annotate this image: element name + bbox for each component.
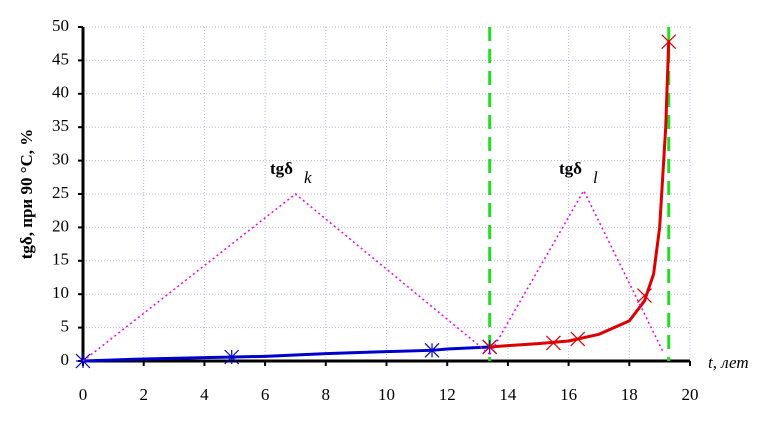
x-tick-label: 14 — [499, 385, 517, 404]
marker — [482, 339, 498, 355]
x-tick-label: 4 — [200, 385, 209, 404]
marker-stroke — [637, 288, 652, 303]
marker — [637, 288, 652, 303]
y-tick-label: 5 — [61, 317, 70, 336]
x-tick-label: 10 — [378, 385, 395, 404]
annotation-subscript: l — [593, 168, 598, 187]
line — [489, 189, 664, 355]
y-tick-label: 45 — [52, 49, 69, 68]
x-tick-label: 0 — [79, 385, 88, 404]
marker — [424, 342, 440, 358]
line — [82, 345, 490, 363]
marker — [570, 331, 586, 347]
annotation: tgδ — [270, 159, 293, 178]
marker-stroke — [546, 335, 561, 351]
marker-stroke — [661, 34, 677, 50]
marker — [546, 335, 561, 351]
marker-stroke — [482, 339, 498, 355]
x-tick-label: 8 — [322, 385, 331, 404]
x-axis-label: t, лет — [708, 353, 749, 372]
x-tick-label: 2 — [139, 385, 148, 404]
marker — [661, 34, 677, 50]
y-tick-label: 40 — [52, 83, 69, 102]
y-tick-label: 15 — [52, 250, 69, 269]
y-axis-label: tgδ, при 90 °C, % — [17, 129, 36, 260]
y-tick-label: 50 — [52, 16, 69, 35]
y-tick-label: 20 — [52, 216, 69, 235]
y-tick-label: 10 — [52, 283, 69, 302]
marker — [224, 349, 240, 365]
annotation: tgδ — [559, 159, 582, 178]
x-tick-label: 20 — [682, 385, 699, 404]
y-tick-label: 35 — [52, 116, 69, 135]
line — [489, 40, 671, 349]
x-tick-label: 6 — [261, 385, 270, 404]
x-tick-label: 18 — [621, 385, 638, 404]
annotation-subscript: k — [304, 168, 312, 187]
y-tick-label: 30 — [52, 150, 69, 169]
line — [82, 193, 491, 362]
y-tick-label: 0 — [61, 350, 70, 369]
x-tick-label: 12 — [439, 385, 456, 404]
x-tick-label: 16 — [560, 385, 577, 404]
marker-stroke — [570, 331, 586, 347]
y-tick-label: 25 — [52, 183, 69, 202]
